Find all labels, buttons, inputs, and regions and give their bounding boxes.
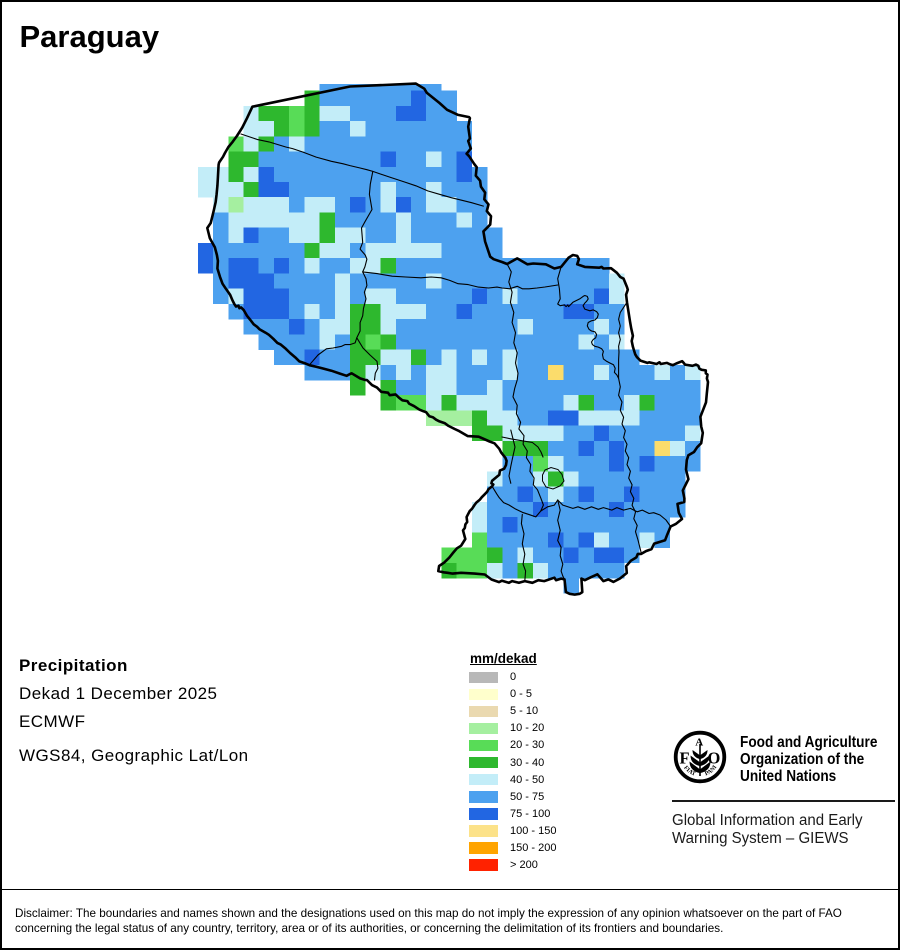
svg-text:A: A: [695, 737, 703, 749]
svg-text:F: F: [680, 749, 690, 768]
svg-text:O: O: [708, 749, 721, 768]
